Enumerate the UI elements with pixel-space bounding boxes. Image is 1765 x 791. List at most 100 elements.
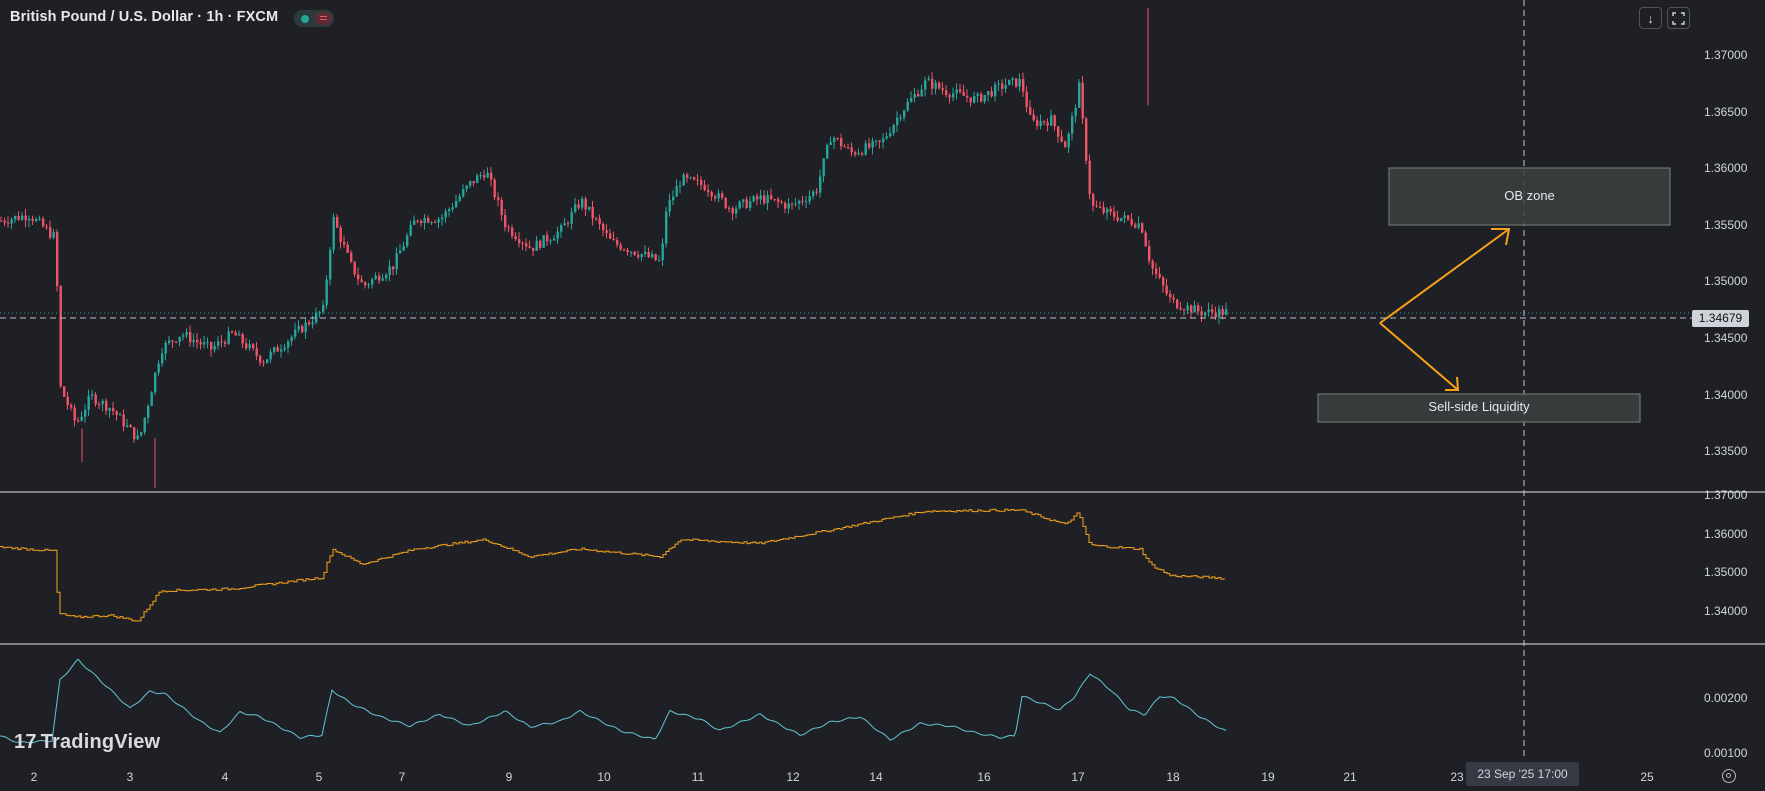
candle-body [504,214,507,228]
candle-body [14,216,17,220]
candle-body [444,211,447,218]
candle-body [829,142,832,145]
candle-body [210,341,213,350]
candle-body [1064,141,1067,148]
candle-body [1158,273,1161,278]
fullscreen-icon[interactable] [1667,7,1690,29]
candle-body [570,211,573,224]
candle-body [346,244,349,253]
candle-body [192,339,195,343]
candle-body [948,95,951,98]
candle-body [784,203,787,209]
candle-body [514,236,517,240]
tradingview-logo[interactable]: 17 TradingView [14,731,160,754]
candle-body [108,408,111,411]
candle-body [955,89,958,94]
candle-body [994,84,997,97]
time-axis-tick: 16 [977,770,991,784]
candle-body [308,322,311,325]
candle-body [420,221,423,224]
candle-body [588,206,591,210]
candle-body [840,138,843,147]
candle-body [651,254,654,258]
candle-body [581,198,584,208]
candle-body [1022,79,1025,92]
candle-body [934,82,937,89]
candle-body [70,405,73,408]
candle-body [448,209,451,212]
symbol-title[interactable]: British Pound / U.S. Dollar · 1h · FXCM [10,9,279,25]
candle-body [931,78,934,89]
candle-body [315,312,318,323]
candle-body [689,177,692,179]
candle-body [598,218,601,224]
candle-body [196,339,199,343]
candle-body [714,196,717,199]
candle-body [423,217,426,224]
current-price-tag: 1.34679 [1692,310,1749,327]
price-axis-tick: 1.34500 [1704,331,1748,345]
price-axis-tick: 1.36500 [1704,104,1748,119]
time-axis-tick: 7 [398,770,406,784]
candle-body [371,279,374,285]
candle-body [826,144,829,159]
candle-body [738,201,741,209]
candle-body [847,147,850,149]
candle-body [406,235,409,247]
candle-body [567,223,570,225]
candle-body [59,286,62,387]
candle-body [234,332,237,336]
candle-body [756,196,759,200]
time-axis-tick: 3 [126,770,134,784]
sell-side-liquidity-box[interactable] [1317,393,1641,423]
candle-body [283,347,286,350]
candle-body [696,179,699,181]
candle-body [402,246,405,251]
candle-body [777,199,780,202]
candle-body [717,193,720,199]
candle-body [266,359,269,364]
arrow-down-icon[interactable]: ↓ [1639,7,1662,29]
time-axis-tick: 2 [30,770,38,784]
candle-body [332,217,335,250]
candle-body [836,138,839,140]
settings-gear-icon[interactable] [1722,769,1736,783]
candle-body [1221,308,1224,315]
oscillator-line-series [0,658,1227,744]
candle-body [119,414,122,416]
candle-body [1008,79,1011,86]
candle-body [693,177,696,180]
candle-body [556,231,559,239]
candle-body [122,414,125,427]
ob-zone-box[interactable] [1388,167,1671,226]
candle-body [399,250,402,254]
fullscreen-glyph [1672,12,1685,25]
candle-body [42,218,45,227]
candle-body [969,97,972,103]
candle-body [465,185,468,190]
candle-body [1004,85,1007,89]
candle-body [322,304,325,312]
time-axis-tick: 21 [1343,770,1357,784]
candle-body [990,91,993,97]
arrow-up-line[interactable] [1379,228,1510,324]
crosshair-time-label: 23 Sep '25 17:00 [1466,762,1579,786]
time-axis-tick: 14 [869,770,883,784]
candle-body [31,218,34,222]
candle-body [1106,208,1109,213]
candle-body [787,203,790,209]
candle-body [367,284,370,286]
arrow-down-line[interactable] [1379,322,1459,391]
candle-body [66,396,69,406]
candle-body [710,191,713,197]
candle-body [1078,82,1081,108]
candle-body [45,226,48,228]
candle-body [73,407,76,421]
candle-body [1060,136,1063,142]
time-axis-tick: 12 [786,770,800,784]
candle-body [605,230,608,234]
market-status-toggle[interactable] [294,10,334,27]
candle-body [185,332,188,336]
candle-body [1172,297,1175,300]
